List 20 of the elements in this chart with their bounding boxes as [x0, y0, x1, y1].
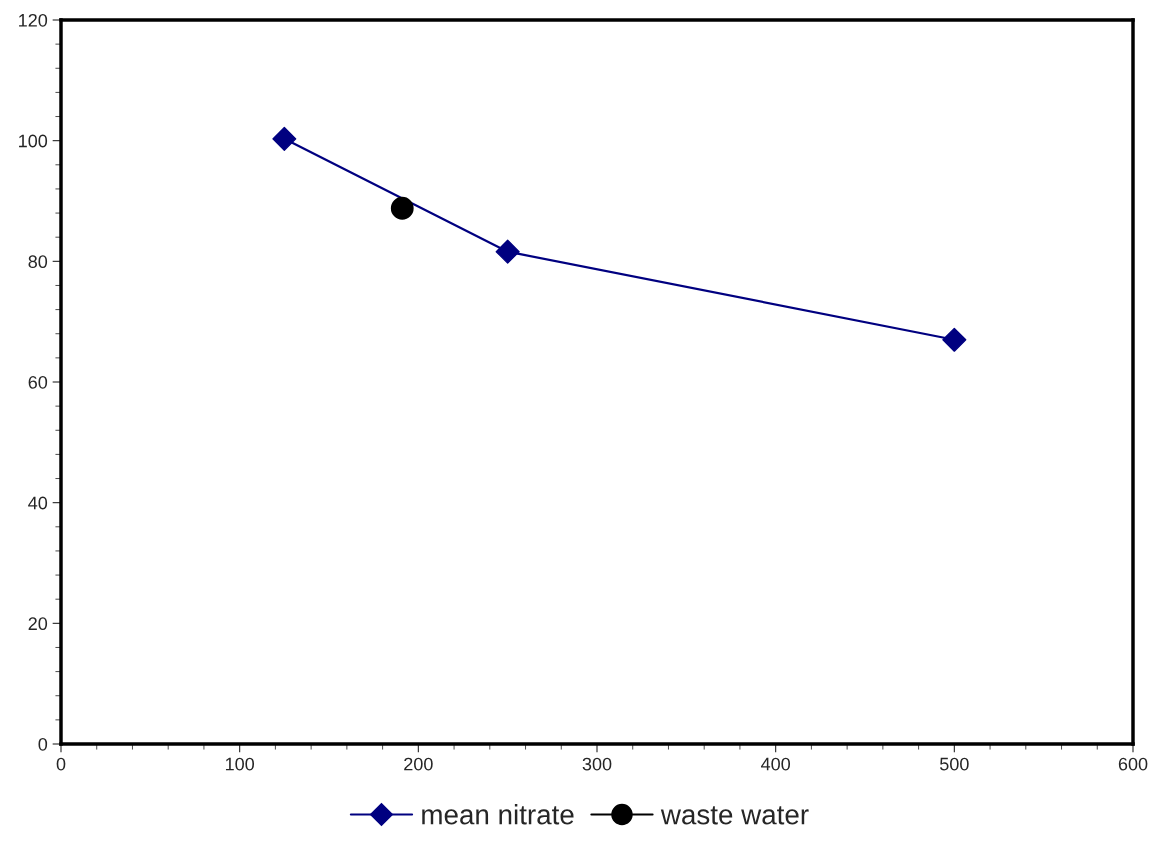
point	[272, 126, 297, 151]
legend-label: waste water	[660, 806, 809, 825]
y-tick-label: 100	[19, 134, 48, 148]
legend-label: mean nitrate	[422, 804, 574, 825]
y-tick-label: 80	[28, 255, 48, 269]
y-tick-label: 20	[28, 617, 48, 631]
x-tick-label: 600	[1118, 757, 1148, 771]
y-tick-label: 0	[38, 737, 48, 751]
point	[390, 196, 414, 220]
y-tick-label: 40	[28, 496, 48, 510]
point	[942, 327, 967, 352]
x-tick-label: 300	[582, 757, 612, 771]
y-tick-label: 60	[28, 375, 48, 389]
x-tick-label: 500	[939, 757, 969, 771]
x-tick-label: 100	[225, 757, 255, 771]
x-tick-label: 0	[56, 757, 66, 771]
x-tick-label: 400	[761, 757, 791, 771]
point	[495, 239, 520, 264]
y-tick-label: 120	[19, 13, 48, 27]
x-tick-label: 200	[404, 757, 433, 771]
